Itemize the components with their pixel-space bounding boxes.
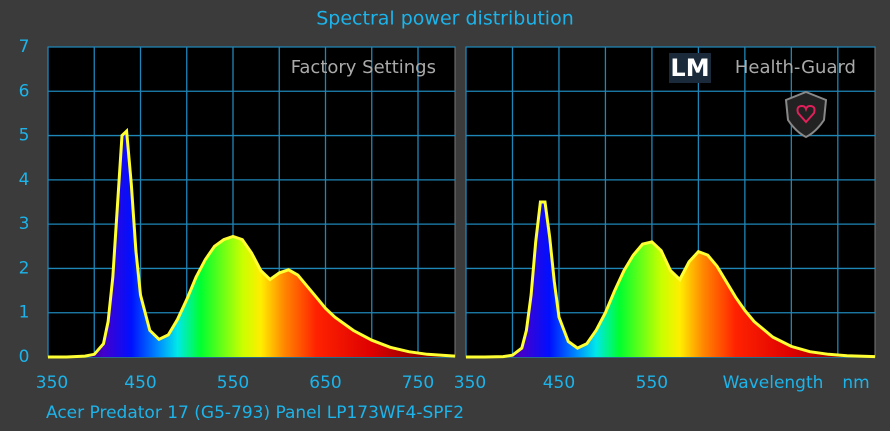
y-tick-label: 4 (19, 170, 30, 190)
x-tick-label: 350 (454, 373, 486, 393)
chart-title: Spectral power distribution (316, 8, 574, 30)
x-tick-label: 350 (36, 373, 68, 393)
y-tick-label: 7 (19, 37, 30, 57)
spectrum-line (48, 127, 456, 359)
shield-icon (784, 90, 828, 139)
spectrum-line (466, 200, 876, 359)
heart-icon (796, 104, 816, 124)
x-axis-label: Wavelength (723, 373, 824, 393)
annotation: Health-Guard (735, 57, 856, 78)
x-tick-label: 550 (217, 373, 249, 393)
x-tick-label: 650 (309, 373, 341, 393)
x-axis-unit: nm (842, 373, 869, 393)
y-tick-label: 0 (19, 347, 30, 367)
x-tick-label: 550 (636, 373, 668, 393)
spectrum-area (48, 131, 455, 357)
logo: LM (670, 54, 709, 82)
logo-box (669, 53, 711, 83)
x-tick-label: 750 (402, 373, 434, 393)
y-tick-label: 2 (19, 258, 30, 278)
x-tick-label: 450 (543, 373, 575, 393)
caption: Acer Predator 17 (G5-793) Panel LP173WF4… (46, 403, 464, 423)
x-tick-label: 450 (124, 373, 156, 393)
annotation: Factory Settings (291, 57, 436, 78)
spectrum-area (466, 202, 875, 357)
y-tick-label: 3 (19, 214, 30, 234)
y-tick-label: 5 (19, 126, 30, 146)
y-tick-label: 1 (19, 303, 30, 323)
y-tick-label: 6 (19, 81, 30, 101)
